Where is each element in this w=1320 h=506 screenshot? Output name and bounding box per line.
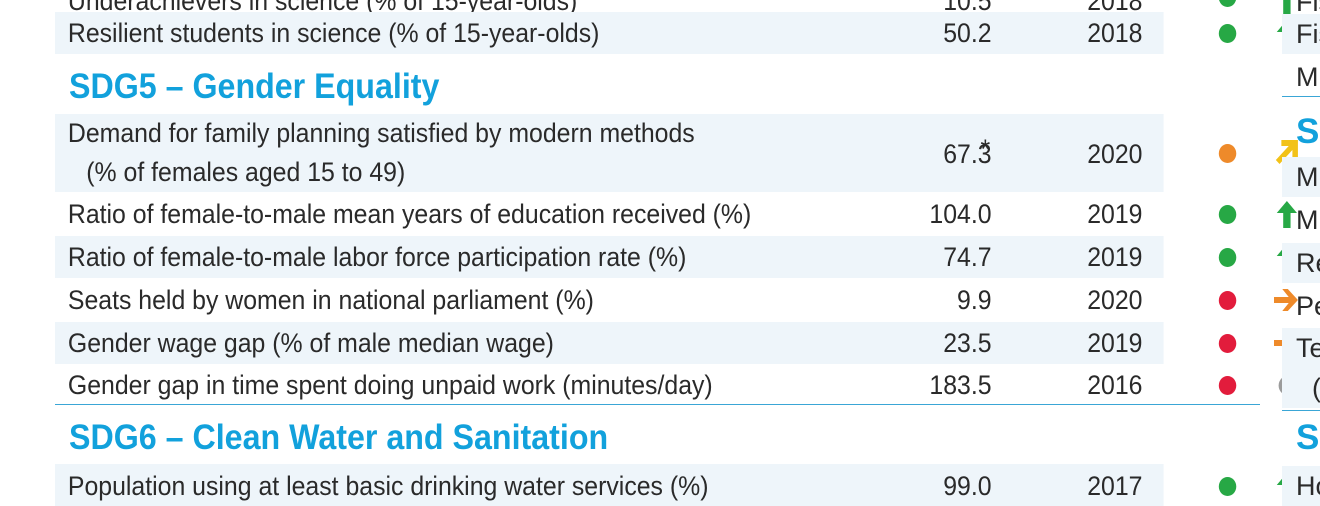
status-dot-red [1218,291,1237,310]
status-dot-orange [1218,144,1237,163]
indicator-value: 67.3 [943,139,992,169]
indicator-value: 50.2 [943,18,992,48]
indicator-label: Gender wage gap (% of male median wage) [67,328,554,358]
table-row: Gender gap in time spent doing unpaid wo… [55,364,1297,404]
section-heading: SI [1296,418,1320,457]
indicator-value: 74.7 [943,242,992,272]
indicator-value: 183.5 [929,370,992,400]
indicator-label: Resilient students in science (% of 15-y… [67,18,600,48]
table-row: Seats held by women in national parliame… [55,279,1298,321]
indicator-label: Demand for family planning satisfied by … [67,118,695,148]
list-item: Fis [1296,0,1320,17]
indicator-year: 2018 [1087,18,1143,48]
indicator-year: 2020 [1087,139,1143,169]
status-dot-green [1218,205,1237,224]
list-item: ( [1282,368,1320,408]
list-item: Fis [1282,14,1320,54]
section-heading-sdg6: SDG6 – Clean Water and Sanitation [69,418,609,457]
table-row: Ratio of female-to-male mean years of ed… [55,194,1297,234]
footnote-star: * [980,134,991,164]
section-divider [1282,410,1320,411]
status-dot-green [1218,477,1237,496]
status-dot-green [1218,248,1237,267]
indicator-year: 2020 [1087,285,1143,315]
right-arrow-icon [1274,289,1298,311]
status-dot-red [1218,376,1237,395]
indicator-value: 99.0 [943,471,992,501]
status-dot-green [1218,24,1237,43]
table-row: Population using at least basic drinking… [55,464,1297,506]
indicator-label: Gender gap in time spent doing unpaid wo… [67,370,713,400]
indicator-year: 2017 [1087,471,1143,501]
diagonal-up-arrow-icon [1275,140,1298,164]
indicator-year: 2019 [1087,328,1143,358]
section-divider [1282,96,1320,97]
indicator-label: Ratio of female-to-male labor force part… [67,242,687,272]
up-arrow-icon [1276,201,1297,228]
list-item: M [1296,205,1319,235]
table-row: Ratio of female-to-male labor force part… [55,236,1297,278]
section-divider [55,404,1260,405]
indicator-year: 2019 [1087,242,1143,272]
section-heading: SI [1296,112,1320,151]
list-item: M [1282,157,1320,197]
up-arrow-icon [1283,0,1291,14]
table-row: Resilient students in science (% of 15-y… [55,12,1297,54]
indicator-label: Ratio of female-to-male mean years of ed… [67,199,752,229]
indicator-label-line2: (% of females aged 15 to 49) [86,157,406,187]
list-item: Te [1282,328,1320,368]
table-row: Gender wage gap (% of male median wage) … [55,322,1298,364]
indicator-value: 104.0 [929,199,992,229]
table-row: Demand for family planning satisfied by … [55,114,1298,192]
indicator-value: 23.5 [943,328,992,358]
list-item: Ho [1282,466,1320,506]
list-item: Pe [1296,291,1320,321]
status-dot-red [1218,334,1237,353]
indicator-value: 9.9 [957,285,992,315]
indicator-year: 2016 [1087,370,1143,400]
list-item: Re [1282,243,1320,283]
status-dot-green [1218,0,1237,7]
indicator-label: Seats held by women in national parliame… [67,285,594,315]
indicator-label: Population using at least basic drinking… [67,471,709,501]
section-heading-sdg5: SDG5 – Gender Equality [69,67,440,106]
list-item: M [1296,62,1319,92]
indicator-year: 2019 [1087,199,1143,229]
